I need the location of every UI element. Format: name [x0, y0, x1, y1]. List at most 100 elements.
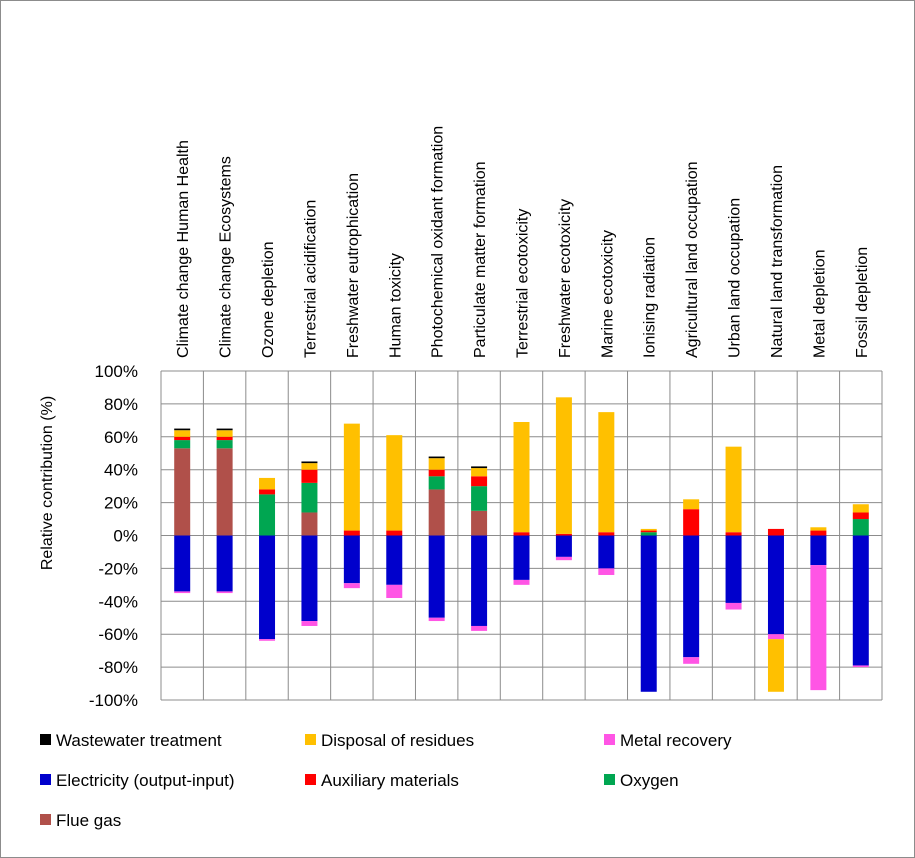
bar-segment [428, 476, 445, 490]
bar-segment [852, 512, 869, 520]
y-tick-label: 100% [95, 362, 138, 381]
y-tick-label: -40% [98, 592, 138, 611]
bar-segment [216, 428, 233, 431]
legend-swatch [604, 734, 615, 745]
y-axis-title: Relative contribution (%) [39, 396, 56, 570]
bar-segment [301, 482, 318, 513]
bar-segment [428, 535, 445, 618]
bar-segment [810, 527, 827, 531]
legend-swatch [40, 734, 51, 745]
y-tick-label: -20% [98, 559, 138, 578]
bar-segment [301, 469, 318, 483]
bar-segment [640, 528, 657, 531]
bar-segment [555, 397, 572, 534]
bar-segment [683, 657, 700, 664]
y-tick-label: 40% [104, 461, 138, 480]
bar-segment [216, 591, 233, 594]
bar-segment [301, 463, 318, 470]
gridlines [160, 370, 883, 701]
category-label: Fossil depletion [854, 247, 871, 358]
legend-swatch [604, 774, 615, 785]
bar-segment [852, 504, 869, 513]
category-labels: Climate change Human Health Climate chang… [175, 126, 871, 358]
bar-segment [555, 535, 572, 557]
category-label: Natural land transformation [769, 165, 786, 358]
bar-segment [598, 568, 615, 575]
bar-segment [471, 468, 488, 477]
legend-label: Electricity (output-input) [56, 771, 235, 790]
bar-segment [216, 436, 233, 441]
bar-segment [725, 602, 742, 610]
legend-swatch [305, 734, 316, 745]
y-tick-label: 20% [104, 494, 138, 513]
bar-segment [301, 461, 318, 464]
y-tick-label: 0% [113, 527, 138, 546]
category-label: Urban land occupation [727, 198, 744, 358]
category-label: Ozone depletion [260, 241, 277, 358]
bar-segment [216, 430, 233, 437]
bar-segment [810, 530, 827, 536]
bar-segment [428, 489, 445, 536]
bar-segment [471, 535, 488, 626]
bar-segment [767, 639, 784, 692]
category-label: Photochemical oxidant formation [430, 126, 447, 358]
bar-segment [216, 440, 233, 449]
bar-segment [598, 532, 615, 536]
legend-swatch [40, 814, 51, 825]
category-label: Metal depletion [811, 249, 828, 358]
legend-label: Disposal of residues [321, 731, 474, 750]
category-label: Particulate matter formation [472, 161, 489, 358]
bar-segment [174, 448, 191, 536]
category-label: Human toxicity [387, 253, 404, 358]
legend-swatch [305, 774, 316, 785]
bar-segment [259, 477, 276, 490]
bar-segment [683, 499, 700, 510]
category-label: Terrestrial acidification [302, 200, 319, 358]
bar-segment [471, 625, 488, 631]
y-tick-label: -80% [98, 658, 138, 677]
category-label: Ionising radiation [642, 237, 659, 358]
bar-segment [386, 584, 403, 599]
bar-segment [852, 535, 869, 666]
bar-segment [259, 489, 276, 495]
bar-segment [428, 456, 445, 459]
bar-segment [767, 634, 784, 640]
y-tick-label: 60% [104, 428, 138, 447]
legend-label: Auxiliary materials [321, 771, 459, 790]
legend-label: Oxygen [620, 771, 679, 790]
bar-segment [471, 486, 488, 511]
bar-segment [640, 532, 657, 536]
y-tick-label: 80% [104, 395, 138, 414]
category-label: Climate change Ecosystems [218, 156, 235, 358]
bar-segment [598, 412, 615, 533]
bar-segment [683, 535, 700, 658]
category-label: Climate change Human Health [175, 140, 192, 358]
legend-label: Flue gas [56, 811, 121, 830]
category-label: Freshwater eutrophication [345, 173, 362, 358]
bar-segment [471, 510, 488, 536]
y-tick-labels: 100% 80% 60% 40% 20% 0% -20% -40% -60% -80% -100% [89, 362, 138, 710]
bar-segment [386, 435, 403, 531]
bar-segment [343, 530, 360, 536]
bar-segment [174, 591, 191, 594]
bar-segment [471, 476, 488, 487]
bar-segment [767, 528, 784, 536]
bar-segment [640, 530, 657, 533]
bar-segment [428, 458, 445, 470]
bar-segment [259, 639, 276, 641]
bar-segment [555, 533, 572, 536]
bars [174, 397, 869, 692]
bar-segment [725, 446, 742, 533]
legend-label: Metal recovery [620, 731, 732, 750]
bar-segment [852, 519, 869, 536]
category-label: Terrestrial ecotoxicity [515, 209, 532, 358]
bar-segment [513, 535, 530, 580]
bar-segment [555, 556, 572, 561]
bar-segment [725, 535, 742, 603]
legend-swatch [40, 774, 51, 785]
bar-segment [386, 535, 403, 585]
legend-label: Wastewater treatment [56, 731, 222, 750]
bar-segment [513, 421, 530, 533]
bar-segment [259, 535, 276, 640]
